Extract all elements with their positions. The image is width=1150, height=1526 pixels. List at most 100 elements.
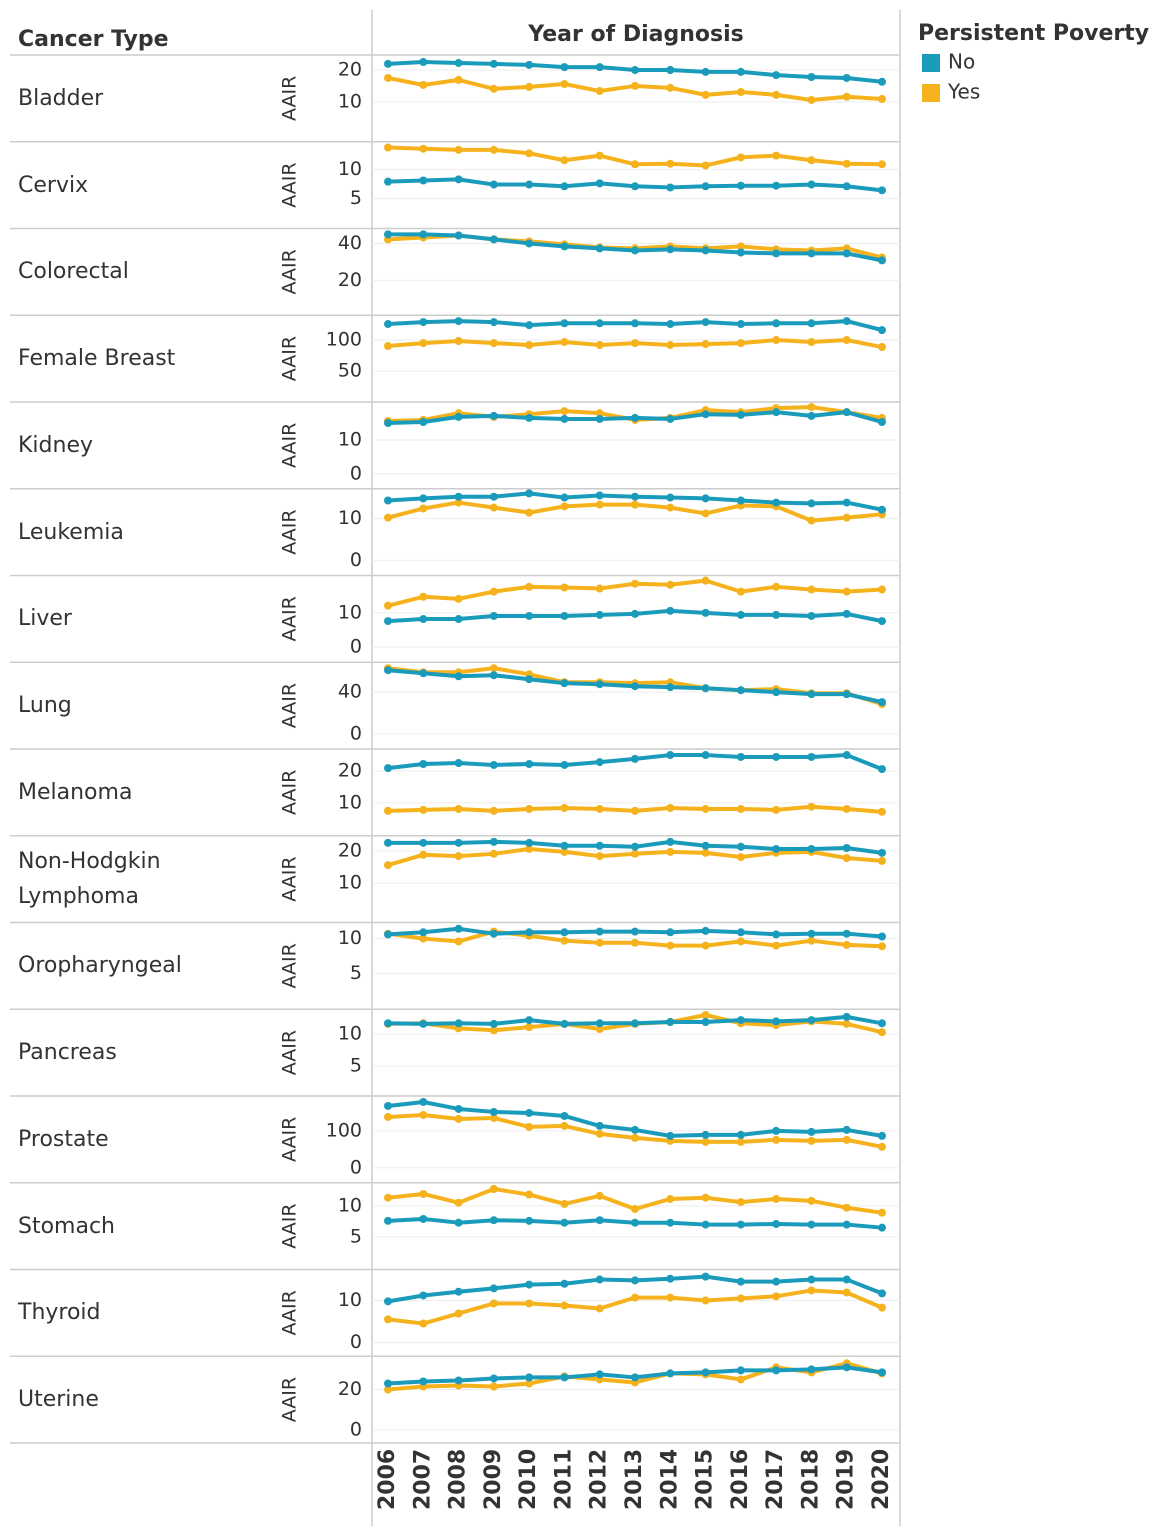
x-tick-label: 2010 <box>516 1449 541 1510</box>
row-label: Prostate <box>18 1126 109 1152</box>
data-point <box>489 837 498 846</box>
data-point <box>384 764 392 773</box>
data-point <box>419 417 428 426</box>
data-point <box>842 1275 851 1284</box>
data-point <box>384 496 392 505</box>
y-tick-label: 10 <box>338 791 362 813</box>
data-point <box>666 183 675 192</box>
data-point <box>384 1216 392 1225</box>
data-point <box>489 1019 498 1028</box>
data-point <box>560 242 569 251</box>
data-point <box>807 499 816 508</box>
data-point <box>419 1291 428 1300</box>
data-point <box>595 409 604 418</box>
data-point <box>878 1131 886 1140</box>
data-point <box>842 249 851 258</box>
data-point <box>595 680 604 689</box>
data-point <box>454 852 463 861</box>
data-point <box>631 806 639 815</box>
x-tick-label: 2018 <box>798 1449 823 1510</box>
legend-swatch <box>922 84 940 102</box>
data-point <box>454 1019 463 1028</box>
data-point <box>595 1370 604 1379</box>
data-point <box>525 1108 534 1117</box>
data-point <box>384 1297 392 1306</box>
data-point <box>454 937 463 946</box>
data-point <box>631 319 639 328</box>
data-point <box>736 686 745 695</box>
y-axis-title: AAIR <box>279 1030 301 1075</box>
data-point <box>560 1199 569 1208</box>
data-point <box>454 1198 463 1207</box>
data-point <box>384 1101 392 1110</box>
data-point <box>419 1319 428 1328</box>
data-point <box>807 585 816 594</box>
data-point <box>842 804 851 813</box>
y-tick-label: 10 <box>338 601 362 623</box>
data-point <box>772 408 781 417</box>
y-tick-label: 10 <box>338 1023 362 1045</box>
data-point <box>842 587 851 596</box>
data-point <box>878 1289 886 1298</box>
data-point <box>666 1131 675 1140</box>
data-point <box>878 698 886 707</box>
data-point <box>736 1220 745 1229</box>
data-point <box>736 1366 745 1375</box>
data-point <box>807 752 816 761</box>
data-point <box>842 336 851 345</box>
data-point <box>595 758 604 767</box>
data-point <box>878 256 886 265</box>
y-tick-label: 0 <box>350 462 362 484</box>
x-tick-label: 2016 <box>728 1449 753 1510</box>
data-point <box>878 343 886 352</box>
y-tick-label: 0 <box>350 1331 362 1353</box>
data-point <box>842 1203 851 1212</box>
data-point <box>595 852 604 861</box>
data-point <box>525 759 534 768</box>
data-point <box>454 672 463 681</box>
data-point <box>419 504 428 513</box>
data-point <box>560 847 569 856</box>
data-point <box>701 926 710 935</box>
data-point <box>701 941 710 950</box>
data-point <box>666 804 675 813</box>
data-point <box>666 1293 675 1302</box>
data-point <box>489 318 498 327</box>
y-axis-title: AAIR <box>279 1117 301 1162</box>
data-point <box>878 1142 886 1151</box>
data-point <box>807 411 816 420</box>
y-tick-label: 10 <box>338 1289 362 1311</box>
data-point <box>772 844 781 853</box>
data-point <box>525 413 534 422</box>
data-point <box>525 180 534 189</box>
data-point <box>384 230 392 239</box>
data-point <box>666 1018 675 1027</box>
data-point <box>878 1223 886 1232</box>
row-label: Lung <box>18 693 72 719</box>
data-point <box>772 1277 781 1286</box>
data-point <box>419 230 428 239</box>
data-point <box>560 1111 569 1120</box>
data-point <box>384 1315 392 1324</box>
y-tick-label: 100 <box>326 1119 362 1141</box>
data-point <box>842 844 851 853</box>
data-point <box>560 493 569 502</box>
data-point <box>560 407 569 416</box>
data-point <box>631 927 639 936</box>
data-point <box>807 249 816 258</box>
data-point <box>878 942 886 951</box>
data-point <box>772 90 781 99</box>
data-point <box>595 1129 604 1138</box>
data-point <box>419 176 428 185</box>
data-point <box>701 804 710 813</box>
data-point <box>525 340 534 349</box>
data-point <box>384 59 392 68</box>
data-point <box>525 1373 534 1382</box>
data-point <box>842 609 851 618</box>
data-point <box>560 319 569 328</box>
data-point <box>631 1133 639 1142</box>
data-point <box>419 934 428 943</box>
data-point <box>525 804 534 813</box>
y-tick-label: 50 <box>338 360 362 382</box>
data-point <box>454 1114 463 1123</box>
